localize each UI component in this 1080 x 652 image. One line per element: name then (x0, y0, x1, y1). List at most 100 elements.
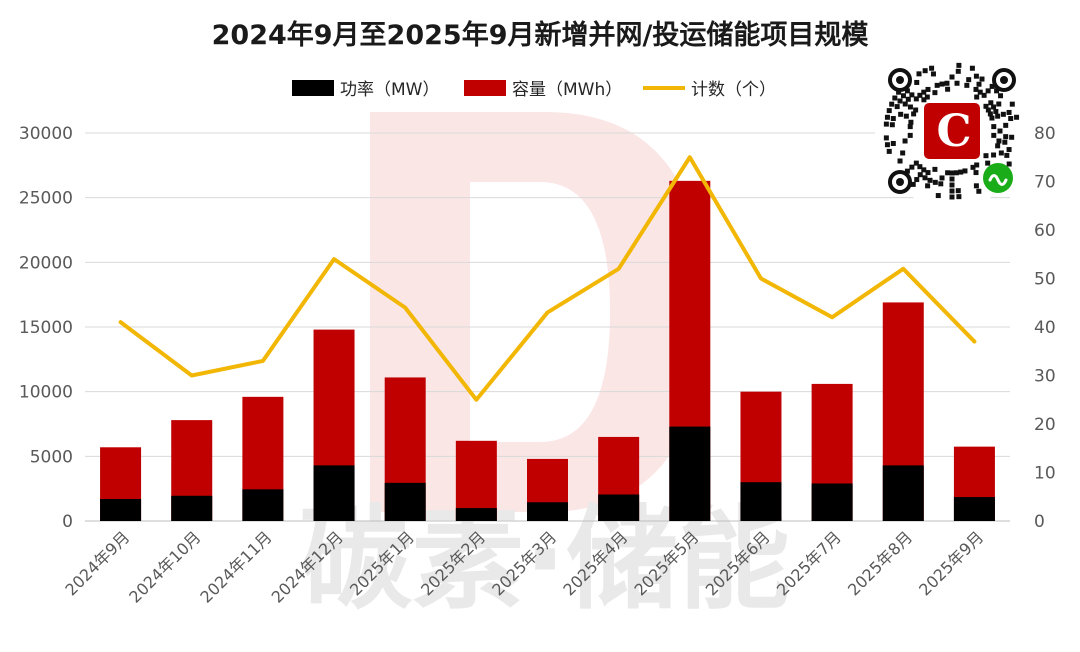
qr-module (922, 68, 928, 74)
qr-module (1002, 139, 1008, 145)
qr-module (883, 121, 889, 127)
qr-module (932, 179, 938, 185)
right-tick-label: 10 (1034, 464, 1056, 484)
qr-module (938, 181, 944, 187)
qr-module (973, 86, 979, 92)
qr-module (900, 150, 906, 156)
bar-power (669, 426, 711, 521)
bar-power (100, 499, 142, 521)
qr-module (944, 80, 950, 86)
legend-swatch-capacity (464, 80, 506, 96)
count-line (118, 155, 977, 402)
watermark-logo (370, 112, 705, 512)
legend-label-power: 功率（MW） (340, 80, 439, 100)
qr-code-badge[interactable]: C (875, 54, 1029, 208)
qr-module (964, 82, 970, 88)
left-tick-label: 15000 (19, 318, 73, 338)
qr-module (987, 111, 993, 117)
qr-module (945, 170, 951, 176)
qr-module (973, 73, 979, 79)
bar-power (953, 497, 995, 521)
qr-module (897, 98, 903, 104)
count-point (759, 277, 763, 280)
qr-module (886, 148, 892, 154)
qr-module (973, 170, 979, 176)
qr-module (883, 135, 889, 141)
qr-module (991, 104, 997, 110)
right-axis: 0 10 20 30 40 50 60 70 80 (1034, 124, 1056, 532)
qr-module (974, 162, 980, 168)
count-point (688, 155, 692, 159)
left-axis: 0 5000 10000 15000 20000 25000 30000 (19, 124, 73, 532)
qr-module (939, 175, 945, 181)
bar-power (171, 495, 213, 521)
qr-module (976, 188, 982, 194)
qr-module (991, 132, 997, 138)
qr-module (973, 183, 979, 189)
qr-module (969, 65, 975, 71)
qr-module (902, 101, 908, 107)
bar-power (527, 502, 568, 521)
qr-module (909, 92, 915, 98)
qr-module (886, 108, 892, 114)
qr-module (896, 89, 902, 95)
qr-module (955, 188, 961, 194)
bar-capacity (455, 440, 497, 521)
qr-module (953, 170, 959, 176)
qr-module (1006, 109, 1012, 115)
gridlines (85, 132, 1010, 522)
count-point (474, 398, 478, 402)
qr-module (910, 181, 916, 187)
qr-module (974, 94, 980, 100)
qr-module (917, 92, 923, 98)
qr-finder-core (896, 178, 904, 186)
qr-module (997, 128, 1003, 134)
qr-module (930, 71, 936, 77)
qr-module (913, 107, 919, 113)
qr-module (892, 95, 898, 101)
qr-module (970, 164, 976, 170)
bar-power (598, 494, 640, 521)
bar-power (740, 482, 782, 521)
qr-module (1003, 134, 1009, 140)
qr-module (991, 152, 997, 158)
qr-module (913, 96, 919, 102)
qr-module (962, 168, 968, 174)
qr-module (976, 81, 982, 87)
qr-module (985, 160, 991, 166)
qr-module (983, 103, 989, 109)
qr-module (995, 113, 1001, 119)
right-tick-label: 20 (1034, 415, 1056, 435)
count-point (332, 257, 336, 261)
qr-module (905, 96, 911, 102)
qr-module (908, 119, 914, 125)
qr-module (889, 101, 895, 107)
qr-module (955, 68, 961, 74)
x-tick-label: 2024年10月 (125, 527, 204, 606)
qr-finder-core (896, 76, 904, 84)
count-point (546, 310, 549, 314)
qr-module (989, 83, 995, 89)
bar-power (811, 483, 853, 521)
right-tick-label: 30 (1034, 367, 1056, 387)
qr-module (966, 77, 972, 83)
qr-module (1004, 152, 1010, 158)
bar-power (242, 489, 284, 521)
count-point (119, 320, 123, 324)
qr-module (932, 90, 938, 96)
qr-module (914, 79, 920, 85)
qr-module (1008, 116, 1014, 122)
bar-power (882, 465, 924, 521)
qr-module (911, 111, 917, 117)
qr-module (949, 194, 955, 200)
qr-logo-letter: C (936, 106, 971, 157)
x-tick-label: 2025年8月 (844, 527, 916, 599)
qr-module (890, 116, 896, 122)
qr-module (921, 89, 927, 95)
left-tick-label: 10000 (19, 383, 73, 403)
qr-logo (924, 103, 980, 159)
right-tick-label: 60 (1034, 221, 1056, 241)
qr-module (998, 93, 1004, 99)
qr-module (924, 94, 930, 100)
legend-swatch-power (292, 80, 334, 96)
